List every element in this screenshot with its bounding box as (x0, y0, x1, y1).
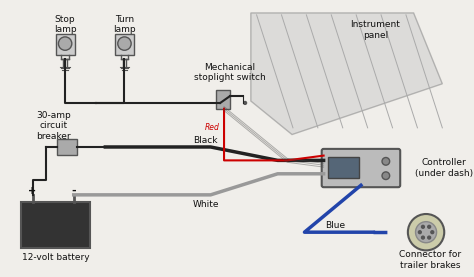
Text: Connector for
trailer brakes: Connector for trailer brakes (399, 250, 461, 270)
Bar (21, 202, 90, 248)
Circle shape (421, 225, 424, 228)
Text: +: + (28, 186, 36, 196)
Text: Blue: Blue (325, 221, 345, 230)
Circle shape (244, 101, 246, 104)
Circle shape (58, 37, 72, 50)
Circle shape (382, 172, 390, 179)
Bar (328, 157, 359, 178)
Circle shape (419, 231, 421, 234)
Text: 30-amp
circuit
breaker: 30-amp circuit breaker (36, 111, 71, 141)
Text: Instrument
panel: Instrument panel (350, 20, 400, 40)
Text: White: White (192, 200, 219, 209)
Circle shape (382, 158, 390, 165)
Text: Turn
lamp: Turn lamp (113, 15, 136, 34)
Bar (216, 89, 230, 109)
Circle shape (421, 236, 424, 239)
Circle shape (428, 236, 430, 239)
Bar (115, 34, 134, 55)
Polygon shape (251, 13, 442, 135)
Circle shape (118, 37, 131, 50)
Text: Controller
(under dash): Controller (under dash) (415, 158, 474, 178)
Text: Stop
lamp: Stop lamp (54, 15, 76, 34)
Text: -: - (72, 186, 76, 196)
FancyBboxPatch shape (322, 149, 400, 187)
Circle shape (428, 225, 430, 228)
Circle shape (416, 222, 437, 243)
Text: Black: Black (193, 136, 218, 145)
Text: Mechanical
stoplight switch: Mechanical stoplight switch (194, 63, 265, 82)
Circle shape (431, 231, 434, 234)
Circle shape (408, 214, 444, 250)
Text: Red: Red (205, 123, 220, 132)
Text: 12-volt battery: 12-volt battery (22, 253, 89, 261)
Bar (55, 34, 75, 55)
Bar (57, 139, 77, 155)
